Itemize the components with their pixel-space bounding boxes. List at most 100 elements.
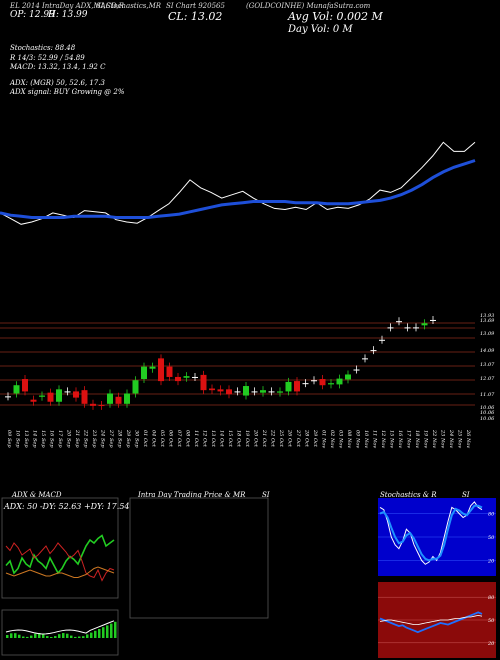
date-label: 19 Nov [423,430,429,448]
macd-bar [102,627,105,638]
date-label: 09 Sep [6,430,12,448]
price-tick: 11.07 [480,392,495,398]
stoch-tick: 50 [488,535,495,541]
candle [387,327,394,329]
candle [107,393,113,404]
candle [30,399,37,402]
date-label: 23 Sep [91,429,97,448]
adx-value: ADX: (MGR) 50, 52.6, 17.3 [10,78,105,87]
date-label: 27 Oct [295,429,301,448]
macd-value: MACD: 13.32, 13.4, 1.92 C [10,63,106,71]
candle [268,391,275,393]
date-label: 28 Sep [117,429,123,448]
date-label: 30 Sep [134,430,140,448]
macd-bar [14,633,17,638]
date-label: 21 Sep [74,429,80,448]
macd-bar [18,634,21,638]
candle [277,391,283,393]
date-label: 05 Oct [159,430,165,448]
adx-signal: ADX signal: BUY Growing @ 2% [10,88,125,96]
date-label: 13 Sep [23,430,29,448]
price-tick: 13.69 [480,318,495,324]
date-label: 20 Sep [66,429,72,448]
candle [396,321,402,323]
intraday-title: Intra Day Trading Price & MR [138,491,246,499]
date-label: 28 Oct [304,429,310,448]
candle [243,386,249,396]
date-label: 19 Oct [244,430,250,448]
macd-bar [62,633,65,638]
header-part-a: EL 2014 IntraDay ADX,MACD,R [10,2,124,10]
date-label: 15 Sep [40,430,46,448]
date-label: 07 Oct [176,430,182,448]
price-tick: 13.07 [480,362,495,368]
candle [260,390,266,393]
candle [294,381,300,392]
candle [81,390,88,404]
macd-bar [78,636,81,638]
date-label: 20 Oct [253,429,259,448]
candle [13,385,20,394]
candle [56,389,62,402]
candle [192,376,198,378]
macd-bar [86,634,89,638]
chart-header-line1b: SI,Stochastics,MR [96,2,161,10]
candle [370,350,377,352]
macd-bar [98,629,101,638]
candle [285,381,292,392]
date-label: 08 Oct [185,430,191,448]
indicator-info: Stochastics: 88.48 R 14/3: 52.99 / 54.89… [10,44,125,98]
date-label: 15 Nov [389,430,395,448]
macd-bar [106,625,109,638]
date-label: 13 Oct [210,430,216,448]
date-label: 23 Nov [440,429,446,448]
candle [124,393,130,404]
rsi-tick: 20 [487,641,495,647]
macd-bar [10,633,13,638]
macd-bar [22,636,25,638]
candle [132,380,139,394]
header-part-b: SI,Stochastics,MR [96,2,162,10]
candle [379,339,385,341]
date-label: 16 Nov [397,430,403,448]
high-price: H: 13.99 [48,10,88,20]
candle [226,389,232,395]
candle [311,380,317,382]
candle [175,376,181,382]
date-label: 11 Oct [193,430,199,448]
candle [22,379,28,392]
candle [336,378,343,385]
date-label: 08 Nov [346,430,352,448]
candle [404,327,411,329]
rsi-tick: 50 [488,618,495,624]
avg-volume: Avg Vol: 0.002 M [288,10,383,23]
adx-series-line [5,542,115,582]
date-label: 26 Nov [465,429,471,448]
adx-series-line [5,534,115,575]
date-label: 12 Nov [380,430,386,448]
macd-bar [6,635,9,638]
date-label: 22 Nov [431,429,437,448]
date-label: 10 Nov [363,430,369,448]
macd-bar [54,636,57,638]
candle [421,323,428,326]
date-label: 17 Sep [57,430,63,448]
macd-bar [66,633,69,638]
candle [234,391,241,393]
candle [98,405,105,407]
average-line [0,159,476,219]
stoch-tick: 80 [488,512,495,518]
candle [73,391,79,398]
rsi-tick: 80 [488,595,495,601]
macd-bar [90,632,93,638]
stochastics-title-2: SI [462,491,470,499]
price-line [0,141,476,225]
date-label: 22 Oct [270,429,276,448]
adx-panel [1,497,119,599]
macd-bar [94,630,97,638]
date-label: 12 Oct [202,430,208,448]
date-label: 04 Oct [151,430,157,448]
candle [251,391,258,393]
day-volume: Day Vol: 0 M [288,24,353,35]
